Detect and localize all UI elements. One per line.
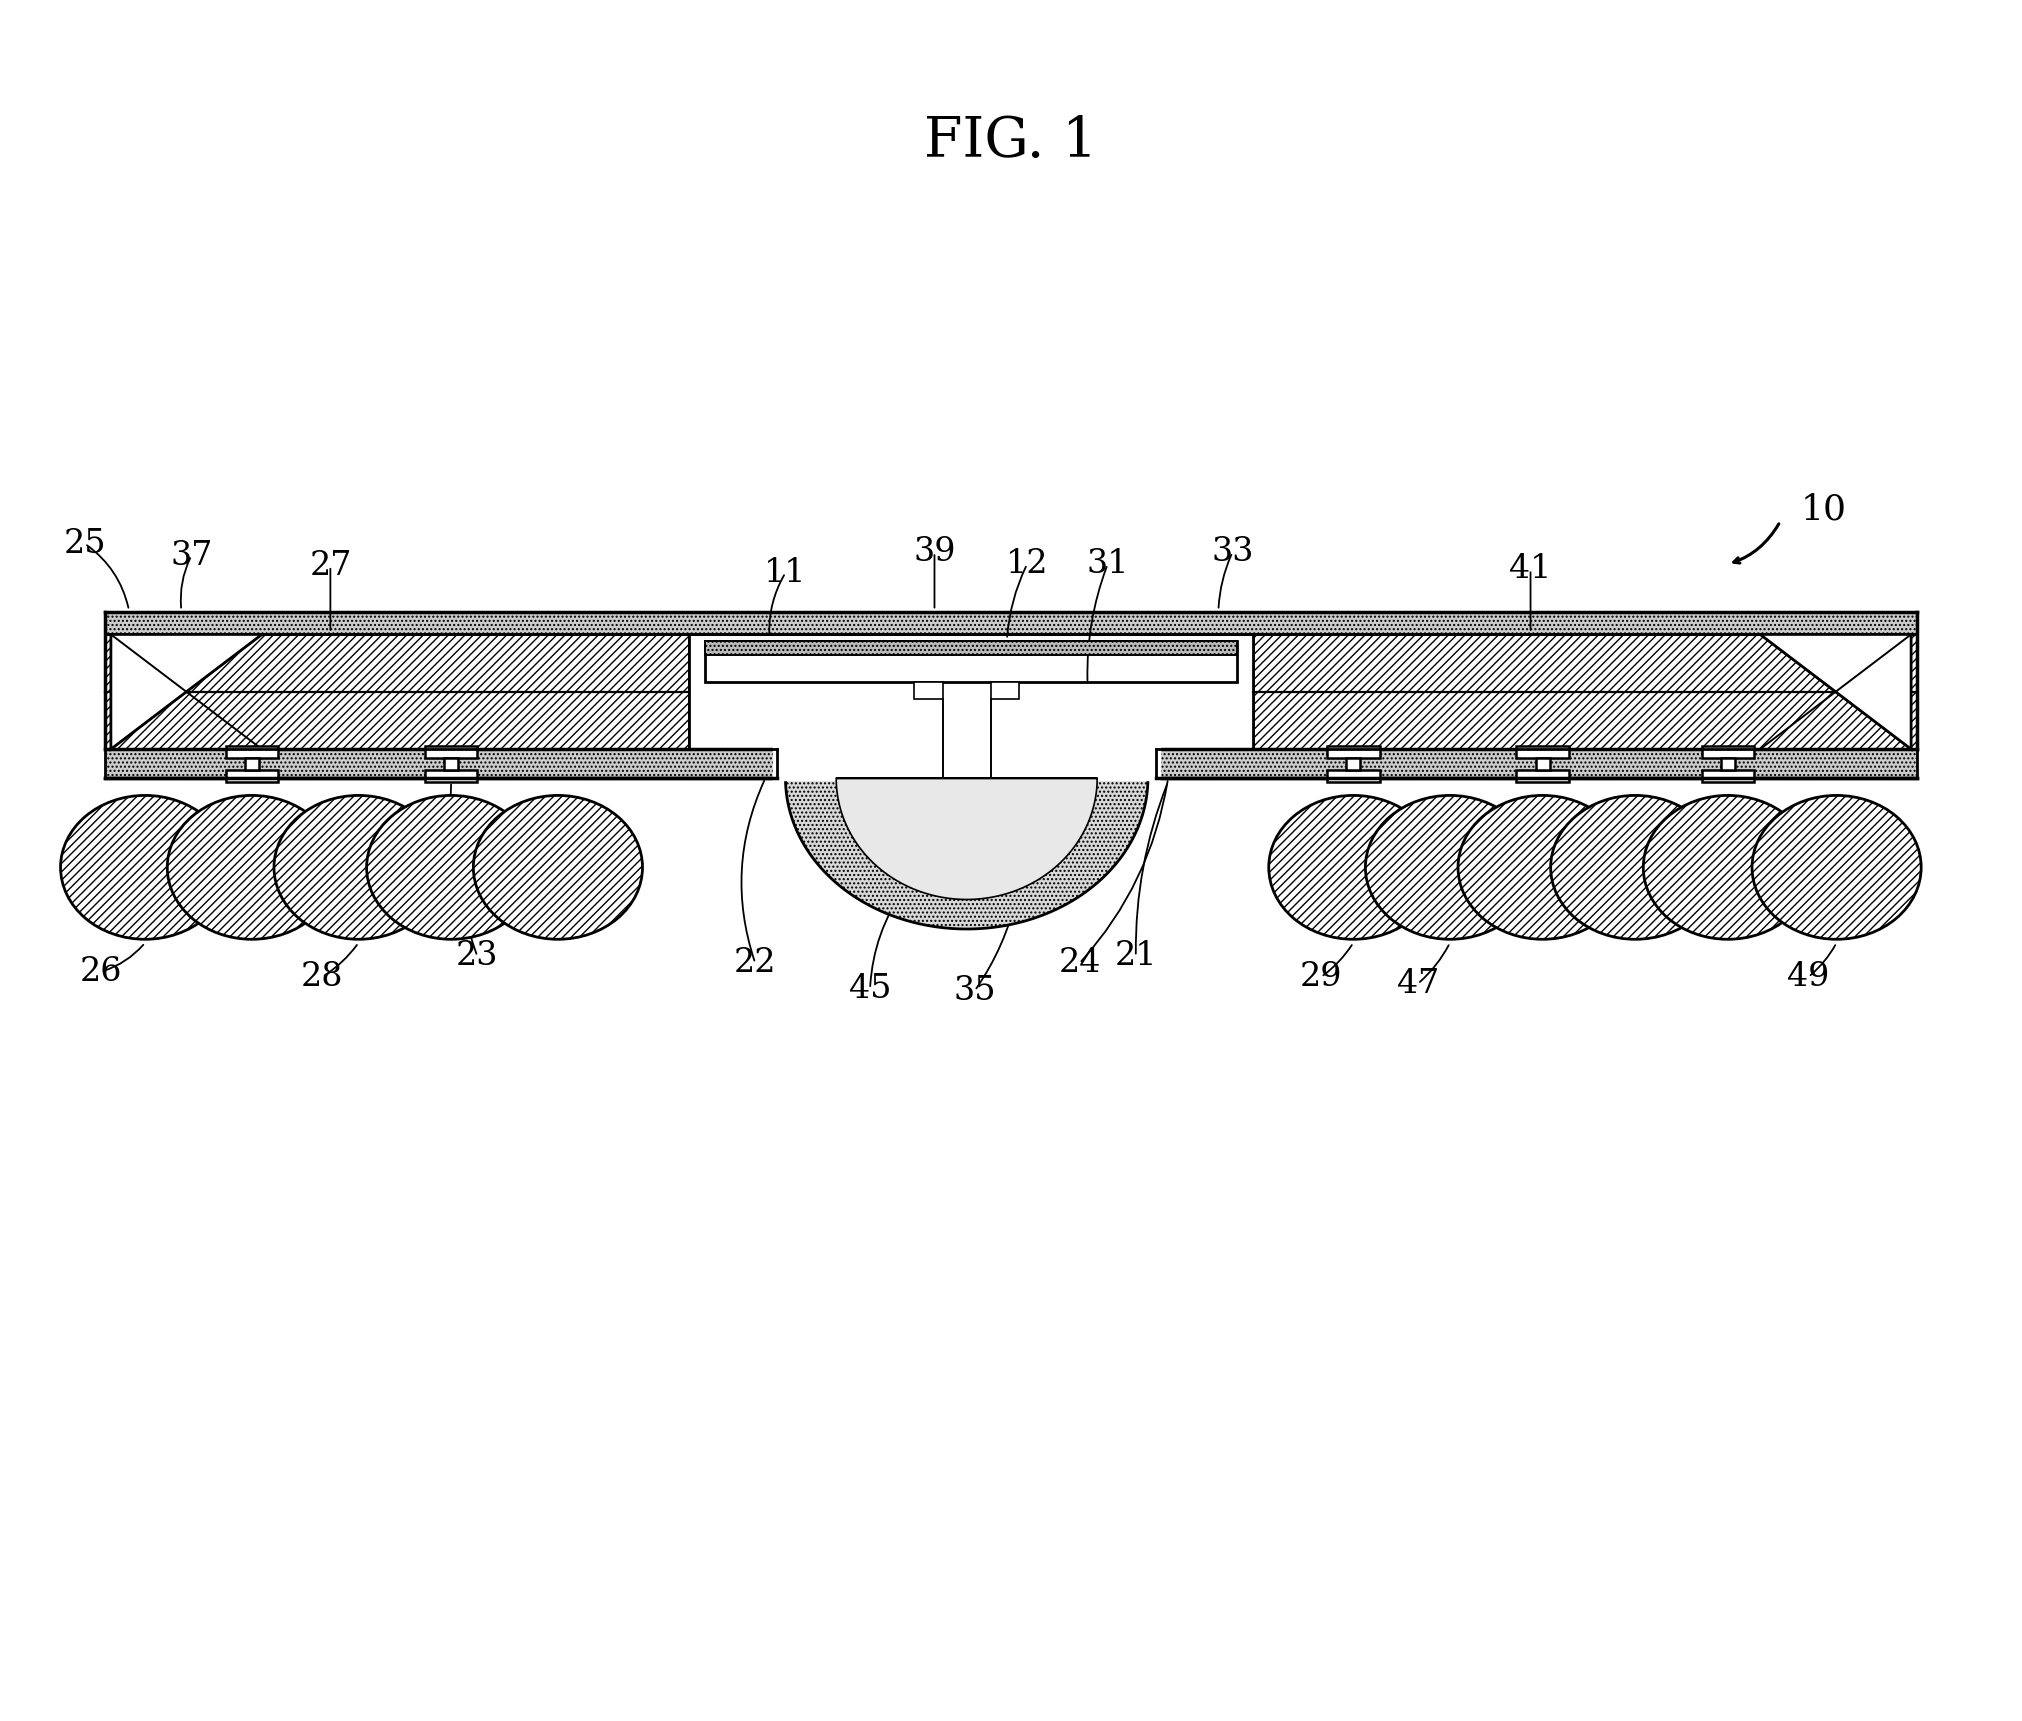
- Text: 21: 21: [1114, 940, 1157, 972]
- Bar: [425, 769, 477, 781]
- Bar: [1326, 769, 1379, 781]
- Text: 25: 25: [63, 528, 105, 559]
- Text: FIG. 1: FIG. 1: [924, 114, 1098, 169]
- Text: 45: 45: [849, 972, 892, 1005]
- Bar: [226, 769, 279, 781]
- Text: 29: 29: [1300, 960, 1343, 993]
- Circle shape: [1644, 795, 1812, 940]
- Text: 37: 37: [170, 540, 212, 571]
- Circle shape: [1458, 795, 1628, 940]
- Text: 23: 23: [457, 940, 499, 972]
- Bar: [1516, 769, 1569, 781]
- Bar: [1347, 757, 1361, 769]
- Text: 22: 22: [734, 947, 776, 979]
- Text: 49: 49: [1787, 960, 1830, 993]
- Bar: [1516, 745, 1569, 757]
- Bar: [445, 757, 459, 769]
- Bar: [1721, 757, 1735, 769]
- Circle shape: [168, 795, 336, 940]
- Bar: [105, 749, 1917, 778]
- Bar: [245, 757, 259, 769]
- Circle shape: [366, 795, 536, 940]
- Text: 26: 26: [79, 955, 121, 988]
- Text: 39: 39: [914, 537, 956, 568]
- Circle shape: [1365, 795, 1535, 940]
- Text: 12: 12: [1005, 549, 1047, 580]
- Polygon shape: [785, 778, 1148, 929]
- Polygon shape: [111, 635, 263, 749]
- Bar: [226, 745, 279, 757]
- Text: 10: 10: [1800, 492, 1846, 527]
- Bar: [1254, 635, 1917, 749]
- Text: 24: 24: [1058, 947, 1100, 979]
- Text: 28: 28: [301, 960, 344, 993]
- Bar: [1535, 757, 1549, 769]
- Bar: [105, 613, 1917, 635]
- Bar: [425, 745, 477, 757]
- Circle shape: [1751, 795, 1921, 940]
- Bar: [706, 642, 1237, 656]
- Circle shape: [61, 795, 231, 940]
- Circle shape: [1551, 795, 1721, 940]
- Circle shape: [1268, 795, 1438, 940]
- Polygon shape: [837, 778, 1098, 900]
- Bar: [914, 682, 942, 699]
- Text: 47: 47: [1397, 967, 1440, 1000]
- Text: 11: 11: [764, 558, 807, 589]
- Text: 35: 35: [954, 974, 997, 1007]
- Bar: [706, 642, 1237, 682]
- Bar: [1703, 769, 1753, 781]
- Text: 33: 33: [1211, 537, 1254, 568]
- Circle shape: [275, 795, 443, 940]
- Bar: [991, 682, 1019, 699]
- Text: 41: 41: [1508, 554, 1551, 585]
- Bar: [690, 635, 1254, 749]
- Text: 31: 31: [1086, 549, 1128, 580]
- Bar: [1326, 745, 1379, 757]
- Polygon shape: [1759, 635, 1911, 749]
- Polygon shape: [772, 747, 1161, 780]
- Bar: [1703, 745, 1753, 757]
- Bar: [105, 635, 690, 749]
- Text: 27: 27: [309, 551, 352, 582]
- Circle shape: [473, 795, 643, 940]
